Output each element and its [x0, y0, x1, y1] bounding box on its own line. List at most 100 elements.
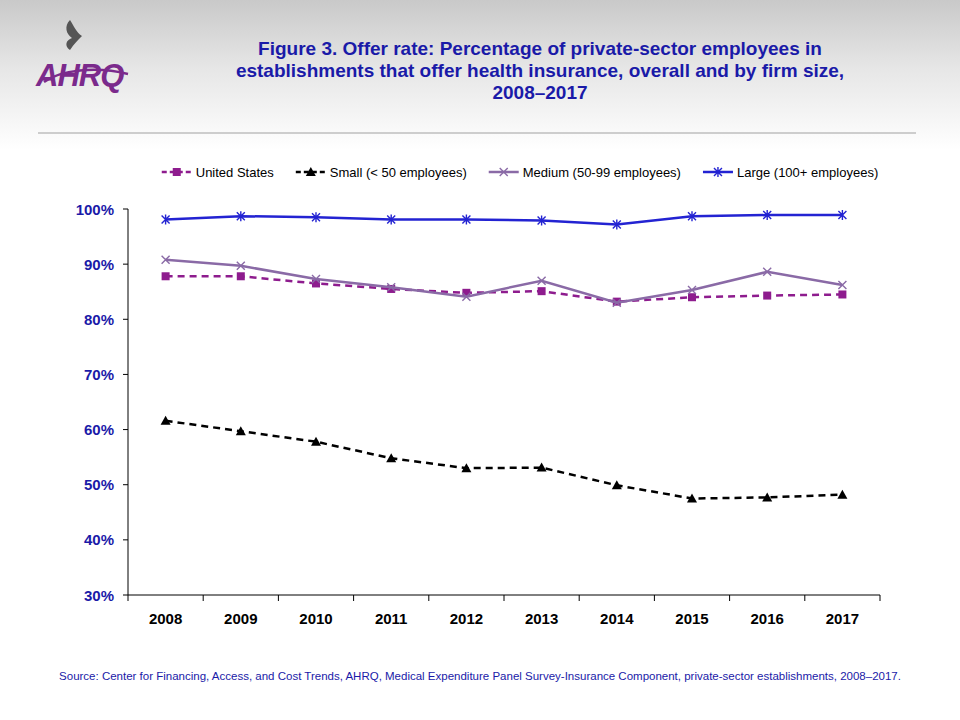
chart: 30%40%50%60%70%80%90%100%200820092010201… — [0, 0, 960, 720]
series-marker — [537, 463, 547, 472]
x-tick-label: 2011 — [375, 610, 408, 627]
y-tick — [123, 539, 128, 540]
x-tick-label: 2008 — [149, 610, 182, 627]
y-tick — [123, 374, 128, 375]
x-tick — [353, 595, 354, 601]
marker-shape — [462, 214, 470, 224]
marker-shape — [688, 211, 696, 221]
series-marker — [237, 262, 245, 270]
marker-shape — [687, 494, 697, 503]
x-tick — [278, 595, 279, 601]
marker-shape — [538, 277, 546, 285]
x-tick — [654, 595, 655, 601]
series-marker — [237, 211, 245, 221]
marker-shape — [237, 211, 245, 221]
x-tick — [504, 595, 505, 601]
y-tick — [123, 209, 128, 210]
x-tick — [203, 595, 204, 601]
y-tick — [123, 429, 128, 430]
x-tick-label: 2017 — [826, 610, 859, 627]
series-marker — [538, 277, 546, 285]
marker-shape — [162, 272, 170, 280]
marker-shape — [688, 286, 696, 294]
legend-marker — [714, 167, 722, 177]
series-marker — [838, 290, 846, 298]
series-marker — [162, 214, 170, 224]
separator — [38, 133, 916, 134]
x-tick — [428, 595, 429, 601]
series-marker — [312, 279, 320, 287]
y-tick-label: 50% — [84, 476, 114, 493]
marker-shape — [312, 275, 320, 283]
y-tick-label: 60% — [84, 421, 114, 438]
series-marker — [613, 219, 621, 229]
marker-shape — [311, 437, 321, 446]
y-tick — [123, 264, 128, 265]
marker-shape — [500, 168, 508, 176]
y-axis — [128, 209, 129, 595]
series-marker — [838, 281, 846, 289]
marker-shape — [462, 293, 470, 301]
legend: United StatesSmall (< 50 employees)Mediu… — [162, 165, 878, 180]
x-tick-label: 2016 — [751, 610, 784, 627]
marker-shape — [613, 219, 621, 229]
series-marker — [312, 212, 320, 222]
legend-marker — [173, 168, 181, 176]
series-marker — [311, 437, 321, 446]
marker-shape — [237, 262, 245, 270]
legend-marker — [500, 168, 508, 176]
marker-shape — [838, 281, 846, 289]
legend-label: United States — [196, 165, 275, 180]
series-marker — [386, 453, 396, 462]
series-marker — [387, 214, 395, 224]
series-marker — [538, 216, 546, 226]
series-marker — [161, 416, 171, 425]
y-tick-label: 70% — [84, 366, 114, 383]
x-tick-label: 2009 — [224, 610, 257, 627]
series-marker — [837, 490, 847, 499]
x-tick-label: 2015 — [675, 610, 708, 627]
marker-shape — [538, 287, 546, 295]
x-tick — [804, 595, 805, 601]
x-tick — [729, 595, 730, 601]
marker-shape — [312, 279, 320, 287]
marker-shape — [162, 256, 170, 264]
series-marker — [237, 272, 245, 280]
series-marker — [688, 293, 696, 301]
x-tick — [128, 595, 129, 601]
x-tick-label: 2013 — [525, 610, 558, 627]
marker-shape — [763, 210, 771, 220]
marker-shape — [537, 463, 547, 472]
y-tick-label: 30% — [84, 587, 114, 604]
marker-shape — [387, 283, 395, 291]
series-marker — [763, 268, 771, 276]
marker-shape — [386, 453, 396, 462]
series-marker — [613, 299, 621, 307]
series-marker — [762, 492, 772, 501]
source-note: Source: Center for Financing, Access, an… — [59, 670, 901, 682]
series-marker — [763, 210, 771, 220]
series-marker — [462, 293, 470, 301]
marker-shape — [161, 416, 171, 425]
marker-shape — [306, 167, 316, 176]
x-tick-label: 2010 — [299, 610, 332, 627]
series-marker — [312, 275, 320, 283]
legend-label: Large (100+ employees) — [737, 165, 878, 180]
marker-shape — [612, 480, 622, 489]
legend-label: Medium (50-99 employees) — [523, 165, 681, 180]
series-marker — [162, 272, 170, 280]
y-tick-label: 40% — [84, 531, 114, 548]
marker-shape — [763, 292, 771, 300]
series-marker — [612, 480, 622, 489]
series-marker — [687, 494, 697, 503]
series-marker — [461, 463, 471, 472]
marker-shape — [237, 272, 245, 280]
series-line — [166, 260, 843, 303]
marker-shape — [838, 290, 846, 298]
marker-shape — [387, 214, 395, 224]
series-marker — [688, 286, 696, 294]
legend-marker — [306, 167, 316, 176]
series-marker — [462, 214, 470, 224]
logo-icon — [44, 20, 128, 82]
series-line — [166, 421, 843, 499]
